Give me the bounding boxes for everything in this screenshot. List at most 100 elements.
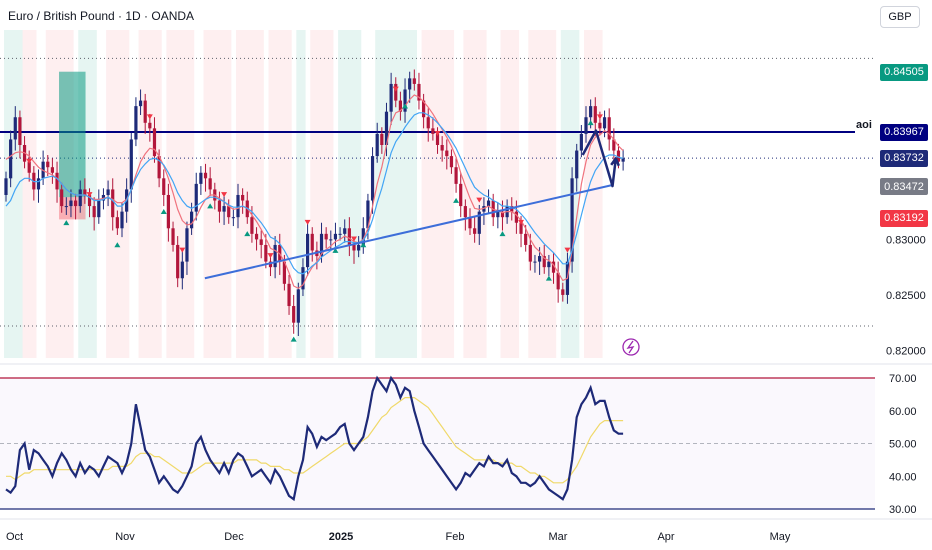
- candle-body: [454, 167, 458, 184]
- candle-body: [27, 161, 31, 173]
- candle-body: [176, 244, 180, 279]
- candle-body: [115, 217, 119, 229]
- chart-title: Euro / British Pound · 1D · OANDA: [8, 9, 195, 23]
- candle-body: [152, 128, 157, 157]
- signal-band: [421, 30, 455, 358]
- candle-body: [477, 211, 481, 234]
- candle-body: [324, 233, 328, 240]
- candle-body: [370, 156, 375, 201]
- candle-body: [18, 117, 22, 145]
- candle-body: [561, 289, 565, 295]
- candle-body: [227, 206, 231, 218]
- candle-body: [83, 189, 87, 195]
- candle-body: [46, 161, 50, 168]
- candle-body: [589, 106, 593, 118]
- candle-body: [236, 194, 240, 218]
- signal-band: [338, 30, 362, 358]
- candle-body: [519, 222, 523, 234]
- candle-body: [352, 244, 356, 251]
- price-axis-tick-label: 0.82500: [886, 290, 926, 302]
- candle-body: [579, 133, 583, 151]
- candle-body: [389, 83, 393, 112]
- candle-body: [431, 128, 435, 134]
- candle-body: [528, 244, 532, 262]
- lightning-bolt-icon: [622, 338, 640, 356]
- sell-signal-triangle: [146, 114, 153, 120]
- rsi-axis-tick-label: 40.00: [889, 471, 917, 483]
- candle-body: [380, 133, 384, 145]
- candle-body: [347, 228, 351, 245]
- moving-average-blue-line: [5, 112, 624, 275]
- lightning-bolt-stroke: [626, 340, 635, 354]
- candle-body: [384, 111, 389, 145]
- price-axis-tick-label: 0.82000: [886, 345, 926, 357]
- candle-body: [301, 267, 305, 290]
- rsi-axis-tick-label: 50.00: [889, 439, 917, 451]
- price-badge-current: 0.83732: [880, 149, 928, 167]
- candle-body: [69, 200, 73, 207]
- candle-body: [533, 261, 537, 263]
- candle-body: [222, 206, 226, 212]
- candle-body: [190, 211, 194, 229]
- aoi-label: aoi: [856, 119, 872, 131]
- candle-body: [435, 133, 440, 145]
- sell-signal-triangle: [86, 192, 93, 198]
- signal-band: [584, 30, 603, 358]
- price-chart-marks: [4, 69, 640, 356]
- candle-body: [426, 117, 430, 129]
- sell-signal-triangle: [179, 247, 186, 253]
- candle-body: [166, 194, 170, 229]
- candle-body: [60, 189, 64, 207]
- candle-body: [463, 206, 467, 218]
- signal-band: [268, 30, 292, 358]
- candle-body: [319, 233, 324, 257]
- signal-band: [310, 30, 334, 358]
- rsi-axis-tick-label: 30.00: [889, 504, 917, 516]
- candle-body: [468, 217, 472, 229]
- time-axis-label: Feb: [446, 531, 465, 543]
- candle-body: [514, 211, 518, 223]
- candle-body: [607, 117, 611, 140]
- candle-body: [459, 183, 463, 207]
- buy-signal-triangle: [63, 220, 70, 226]
- time-axis-label: Mar: [549, 531, 568, 543]
- candle-body: [366, 200, 370, 229]
- signal-band: [166, 30, 195, 358]
- rsi-axis-tick-label: 70.00: [889, 373, 917, 385]
- candle-body: [556, 272, 560, 290]
- sell-signal-triangle: [392, 86, 399, 92]
- candle-body: [551, 261, 556, 273]
- candle-body: [575, 150, 579, 179]
- signal-band: [106, 30, 130, 358]
- currency-button[interactable]: GBP: [880, 6, 920, 28]
- candle-body: [264, 244, 268, 262]
- candle-body: [306, 233, 310, 268]
- candle-body: [612, 139, 616, 151]
- candle-body: [74, 200, 78, 207]
- signal-background-bands: [4, 30, 603, 358]
- time-axis-label: 2025: [329, 531, 353, 543]
- candle-body: [524, 233, 528, 245]
- sell-signal-triangle: [518, 219, 525, 225]
- time-axis-label: Apr: [657, 531, 674, 543]
- candle-body: [329, 239, 333, 241]
- candle-body: [496, 211, 500, 218]
- buy-signal-triangle: [360, 242, 367, 248]
- candle-body: [296, 289, 300, 323]
- sell-signal-triangle: [596, 114, 603, 120]
- candle-body: [417, 83, 421, 101]
- signal-band: [500, 30, 520, 358]
- candle-body: [217, 200, 222, 212]
- candle-body: [50, 167, 54, 173]
- rsi-axis-tick-label: 60.00: [889, 406, 917, 418]
- candle-body: [55, 172, 59, 190]
- candle-body: [361, 228, 365, 245]
- candle-body: [398, 100, 402, 112]
- candle-body: [97, 200, 101, 218]
- sell-signal-triangle: [476, 197, 483, 203]
- signal-band: [463, 30, 487, 358]
- candle-body: [162, 178, 166, 195]
- buy-signal-triangle: [114, 242, 121, 248]
- candle-body: [602, 117, 607, 129]
